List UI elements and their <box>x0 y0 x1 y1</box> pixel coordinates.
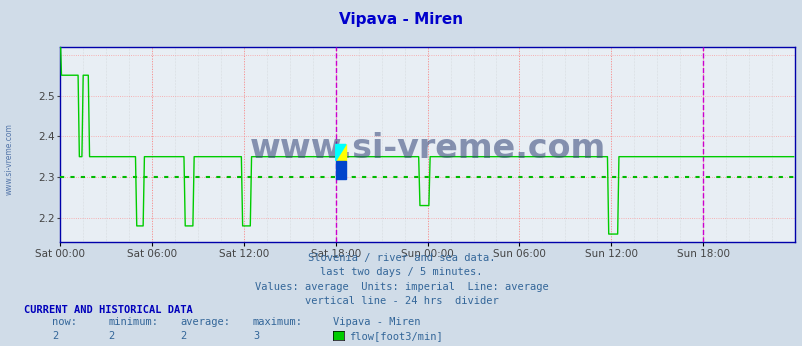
Text: average:: average: <box>180 318 230 327</box>
Polygon shape <box>335 161 346 179</box>
Text: Values: average  Units: imperial  Line: average: Values: average Units: imperial Line: av… <box>254 282 548 292</box>
Text: minimum:: minimum: <box>108 318 158 327</box>
Text: Vipava - Miren: Vipava - Miren <box>339 11 463 27</box>
Text: www.si-vreme.com: www.si-vreme.com <box>5 123 14 195</box>
Text: vertical line - 24 hrs  divider: vertical line - 24 hrs divider <box>304 297 498 306</box>
Text: 3: 3 <box>253 331 259 340</box>
Text: 2: 2 <box>180 331 187 340</box>
Text: flow[foot3/min]: flow[foot3/min] <box>349 331 443 340</box>
Text: now:: now: <box>52 318 77 327</box>
Text: 2: 2 <box>52 331 59 340</box>
Text: last two days / 5 minutes.: last two days / 5 minutes. <box>320 267 482 277</box>
Text: www.si-vreme.com: www.si-vreme.com <box>249 132 605 165</box>
Polygon shape <box>335 145 346 161</box>
Text: Slovenia / river and sea data.: Slovenia / river and sea data. <box>307 253 495 263</box>
Text: Vipava - Miren: Vipava - Miren <box>333 318 420 327</box>
Text: 2: 2 <box>108 331 115 340</box>
Text: maximum:: maximum: <box>253 318 302 327</box>
Polygon shape <box>335 145 346 161</box>
Text: CURRENT AND HISTORICAL DATA: CURRENT AND HISTORICAL DATA <box>24 305 192 315</box>
